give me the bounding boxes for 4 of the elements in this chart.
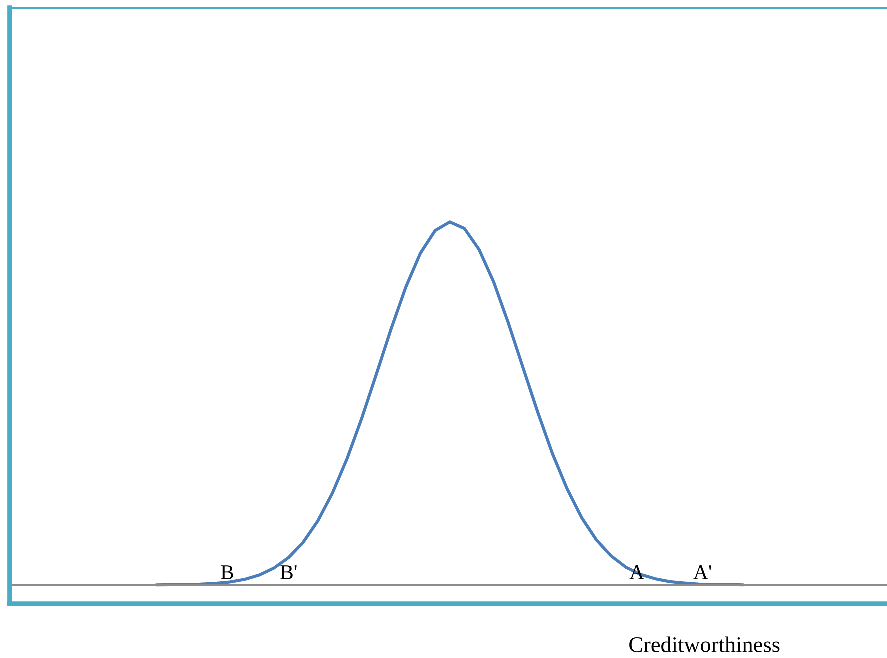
annotation: B' [280,566,297,580]
x-axis-title: Creditworthiness [630,636,780,652]
annotation: A' [694,566,712,580]
annotation: B [221,566,234,580]
